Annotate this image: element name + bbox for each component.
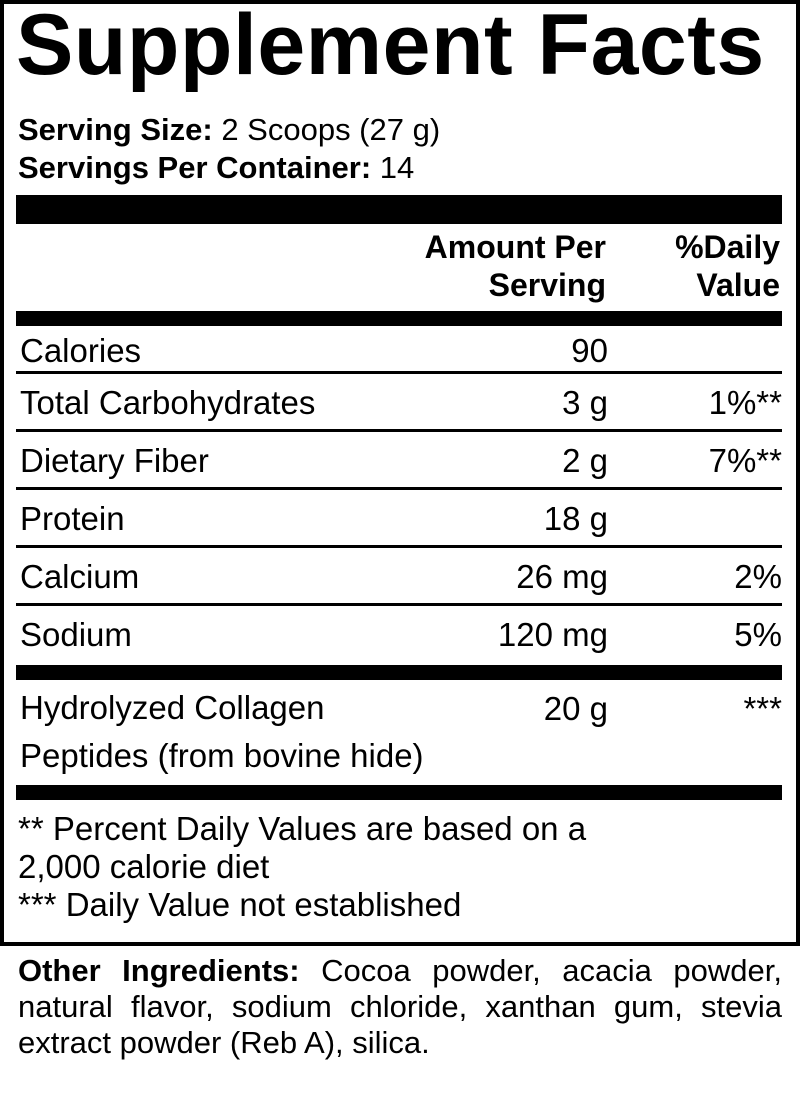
nutrient-row: Sodium 120 mg 5% [16,606,782,664]
daily-value-header: %Daily Value [675,228,780,304]
footnotes: ** Percent Daily Values are based on a 2… [18,810,586,924]
thick-divider [16,785,782,800]
collagen-amount: 20 g [543,690,608,727]
nutrient-name: Calories [20,332,142,369]
collagen-name-line1: Hydrolyzed Collagen [20,689,325,726]
nutrient-row: Calories 90 [16,322,782,380]
serving-size-value: 2 Scoops (27 g) [221,112,441,147]
nutrient-amount: 90 [571,332,608,369]
servings-per-container: Servings Per Container: 14 [18,150,414,186]
footnote-percent-dv: ** Percent Daily Values are based on a [18,810,587,847]
row-divider [16,371,782,374]
nutrient-row: Total Carbohydrates 3 g 1%** [16,374,782,432]
nutrient-row: Calcium 26 mg 2% [16,548,782,606]
serving-size-label: Serving Size: [18,112,213,147]
collagen-dv: *** [743,690,782,727]
row-divider [16,487,782,490]
thick-divider [16,311,782,326]
dv-header-line2: Value [696,267,780,303]
collagen-name: Hydrolyzed Collagen Peptides (from bovine… [20,684,424,780]
nutrient-name: Calcium [20,558,140,595]
nutrient-row: Dietary Fiber 2 g 7%** [16,432,782,490]
other-ingredients: Other Ingredients: Cocoa powder, acacia … [18,953,782,1061]
footnote-dv-not-established: *** Daily Value not established [18,886,462,923]
nutrient-amount: 3 g [562,384,608,421]
nutrient-row: Protein 18 g [16,490,782,548]
thick-divider [16,665,782,680]
other-ingredients-label: Other Ingredients: [18,953,300,988]
serving-size: Serving Size: 2 Scoops (27 g) [18,112,440,148]
nutrient-dv: 2% [734,558,782,595]
amount-header-line2: Serving [488,267,606,303]
dv-header-line1: %Daily [675,229,780,265]
nutrient-amount: 2 g [562,442,608,479]
nutrient-name: Protein [20,500,125,537]
nutrient-amount: 120 mg [497,616,608,653]
servings-per-container-value: 14 [379,150,415,185]
amount-per-serving-header: Amount Per Serving [425,228,606,304]
nutrient-amount: 26 mg [516,558,608,595]
nutrient-name: Sodium [20,616,132,653]
nutrient-dv: 1%** [708,384,782,421]
amount-header-line1: Amount Per [424,229,606,265]
nutrient-dv: 7%** [708,442,782,479]
servings-per-container-label: Servings Per Container: [18,150,372,185]
panel-title: Supplement Facts [16,0,765,93]
nutrient-name: Total Carbohydrates [20,384,316,421]
row-divider [16,429,782,432]
nutrient-name: Dietary Fiber [20,442,209,479]
nutrient-dv: 5% [734,616,782,653]
thick-divider [16,195,782,224]
collagen-row: Hydrolyzed Collagen Peptides (from bovine… [16,680,782,780]
footnote-percent-dv-cont: 2,000 calorie diet [18,848,270,885]
collagen-name-line2: Peptides (from bovine hide) [20,737,424,774]
supplement-facts-panel [0,0,800,946]
other-ingredients-text: Cocoa powder, acacia powder, natural fla… [18,953,782,1060]
nutrient-amount: 18 g [543,500,608,537]
row-divider [16,603,782,606]
row-divider [16,545,782,548]
